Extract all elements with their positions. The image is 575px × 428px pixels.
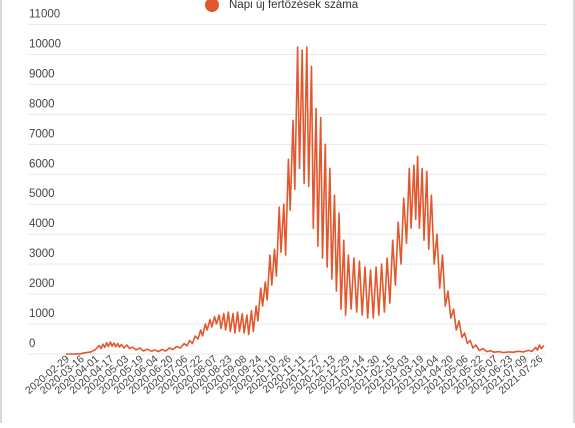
y-tick-label: 3000 xyxy=(29,248,55,260)
y-tick-label: 8000 xyxy=(29,98,55,110)
y-tick-label: 0 xyxy=(29,338,35,350)
legend-label: Napi új fertőzések száma xyxy=(229,0,359,11)
y-tick-label: 7000 xyxy=(29,128,55,140)
y-tick-label: 4000 xyxy=(29,218,55,230)
y-tick-label: 6000 xyxy=(29,158,55,170)
y-tick-label: 10000 xyxy=(29,38,61,50)
legend-marker xyxy=(205,0,219,12)
y-tick-label: 11000 xyxy=(29,8,60,20)
y-tick-label: 9000 xyxy=(29,68,55,80)
series-line xyxy=(65,46,545,355)
y-tick-label: 5000 xyxy=(29,188,55,200)
legend[interactable]: Napi új fertőzések száma xyxy=(205,0,359,12)
y-tick-label: 1000 xyxy=(29,308,55,320)
y-tick-label: 2000 xyxy=(29,278,55,290)
x-axis-ticks: 2020-02-292020-03-162020-04-012020-04-17… xyxy=(23,353,545,397)
y-axis-ticks: 0 1000 2000 3000 4000 5000 6000 7000 8000 9000 100… xyxy=(29,8,61,350)
